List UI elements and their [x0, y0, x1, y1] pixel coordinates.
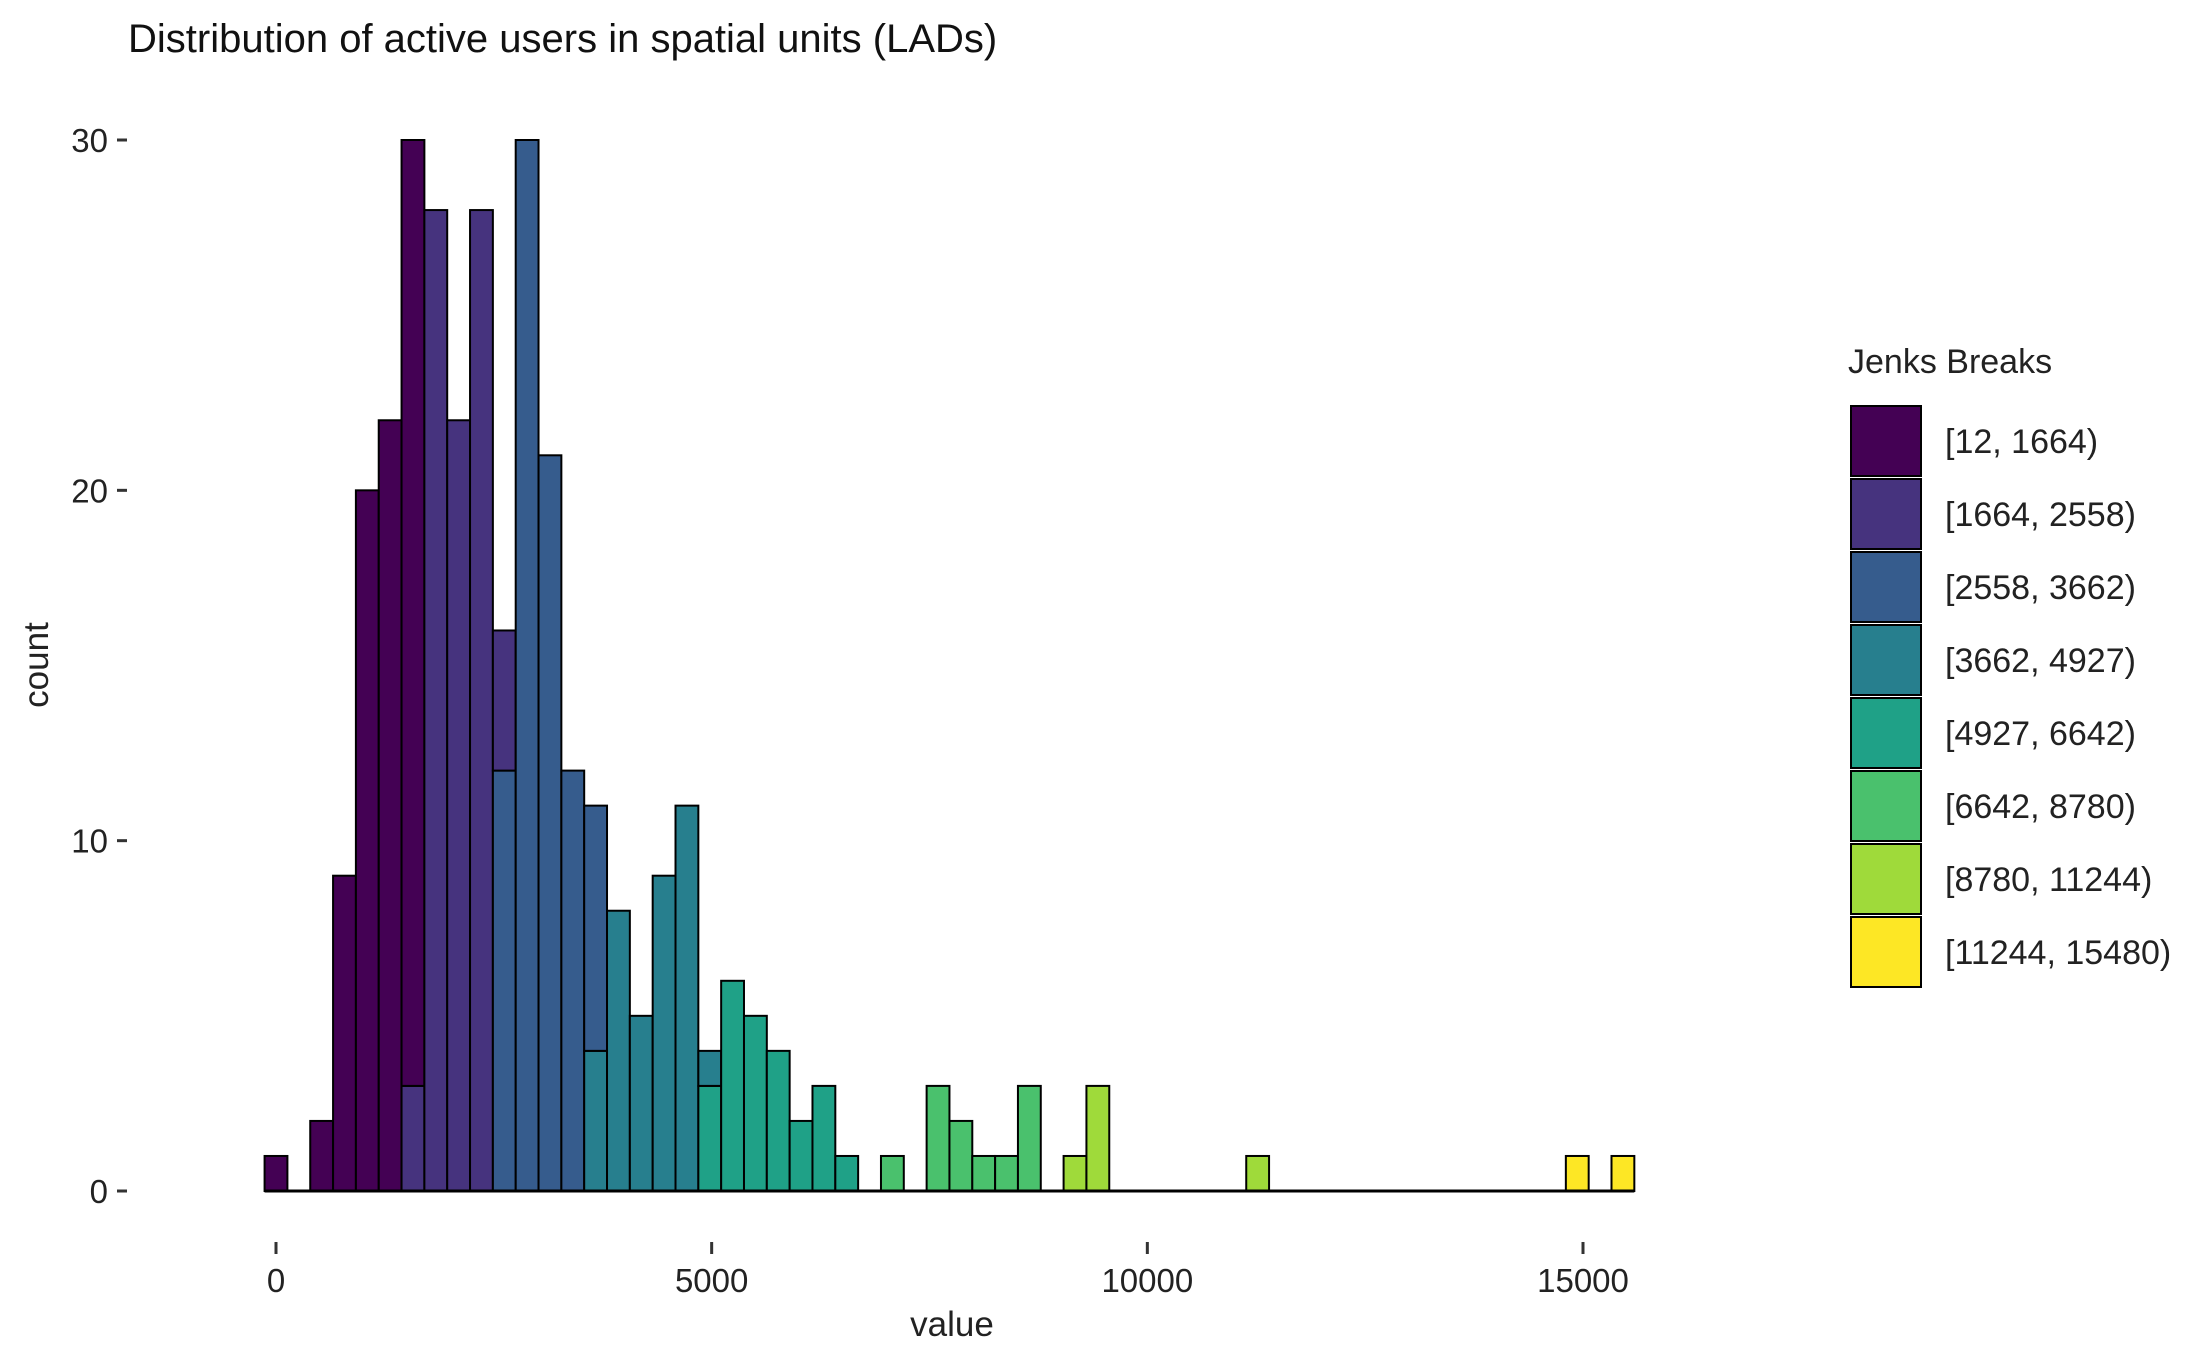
legend-label-1: [1664, 2558) [1945, 496, 2136, 534]
legend-label-4: [4927, 6642) [1945, 715, 2136, 753]
histogram-bar-25-0 [834, 1154, 860, 1192]
histogram-bar-18-0 [674, 804, 700, 1192]
legend-swatch-5 [1850, 770, 1922, 842]
y-tick-label: 30 [71, 122, 108, 159]
histogram-bar-31-0 [971, 1154, 997, 1192]
legend-label-6: [8780, 11244) [1945, 861, 2152, 899]
histogram-bar-6-0 [400, 1084, 426, 1193]
legend-swatch-7 [1850, 916, 1922, 988]
histogram-bar-29-0 [925, 1084, 951, 1193]
legend-label-0: [12, 1664) [1945, 423, 2098, 461]
histogram-bar-16-0 [628, 1014, 654, 1193]
y-axis: 0 10 20 30 [71, 122, 127, 1210]
x-tick-label: 5000 [675, 1262, 748, 1299]
y-tick-label: 10 [71, 823, 108, 860]
histogram-bar-13-0 [560, 769, 586, 1192]
histogram-bar-19-0 [697, 1084, 723, 1193]
histogram-bar-30-0 [948, 1119, 974, 1193]
legend-title: Jenks Breaks [1848, 343, 2052, 381]
legend: Jenks Breaks [12, 1664) [1664, 2558) [2558… [1848, 343, 2171, 988]
x-axis: 0 5000 10000 15000 [267, 1242, 1629, 1299]
legend-swatch-4 [1850, 697, 1922, 769]
x-tick-label: 15000 [1537, 1262, 1629, 1299]
legend-swatch-6 [1850, 843, 1922, 915]
histogram-bar-10-0 [491, 769, 517, 1192]
y-axis-title: count [17, 622, 56, 708]
histogram-bar-21-0 [742, 1014, 768, 1193]
histogram-bar-24-0 [811, 1084, 837, 1193]
histogram-bar-36-0 [1085, 1084, 1111, 1193]
legend-label-2: [2558, 3662) [1945, 569, 2136, 607]
histogram-bar-32-0 [994, 1154, 1019, 1192]
histogram-bar-8-0 [446, 419, 472, 1192]
histogram-bar-20-0 [720, 979, 745, 1192]
histogram-bar-4-0 [354, 489, 380, 1192]
y-tick-label: 0 [90, 1173, 108, 1210]
histogram-bar-23-0 [788, 1119, 814, 1193]
x-tick-label: 0 [267, 1262, 285, 1299]
histogram-bar-5-0 [377, 419, 403, 1192]
y-tick-label: 20 [71, 472, 108, 509]
chart-title: Distribution of active users in spatial … [128, 17, 997, 61]
histogram-bar-2-0 [309, 1119, 335, 1193]
histogram-bar-22-0 [765, 1049, 791, 1192]
histogram-bar-43-0 [1245, 1154, 1271, 1192]
histogram-bar-0-0 [263, 1154, 289, 1192]
legend-swatch-1 [1850, 478, 1922, 550]
legend-swatch-3 [1850, 624, 1922, 696]
histogram-bar-10-1 [491, 629, 517, 772]
histogram-bar-15-0 [606, 909, 631, 1192]
histogram-bar-14-0 [583, 1049, 609, 1192]
bars-group [263, 139, 1636, 1193]
histogram-bar-14-1 [583, 804, 609, 1052]
x-tick-label: 10000 [1101, 1262, 1193, 1299]
histogram-bar-12-0 [537, 454, 563, 1192]
histogram-bar-59-0 [1610, 1154, 1636, 1192]
legend-swatch-0 [1850, 405, 1922, 477]
histogram-bar-35-0 [1062, 1154, 1088, 1192]
histogram-bar-11-0 [514, 139, 540, 1192]
x-axis-title: value [910, 1305, 994, 1344]
histogram-bar-27-0 [879, 1154, 905, 1192]
histogram-bar-3-0 [332, 874, 357, 1192]
legend-label-5: [6642, 8780) [1945, 788, 2136, 826]
histogram-bar-17-0 [651, 874, 677, 1192]
histogram-bar-57-0 [1564, 1154, 1590, 1192]
histogram-bar-19-1 [697, 1049, 723, 1087]
legend-label-7: [11244, 15480) [1945, 934, 2171, 972]
legend-swatch-2 [1850, 551, 1922, 623]
histogram-bar-6-1 [400, 139, 426, 1087]
histogram-bar-33-0 [1016, 1084, 1042, 1193]
histogram-bar-9-0 [469, 209, 494, 1192]
histogram-bar-7-0 [423, 209, 449, 1192]
legend-label-3: [3662, 4927) [1945, 642, 2136, 680]
